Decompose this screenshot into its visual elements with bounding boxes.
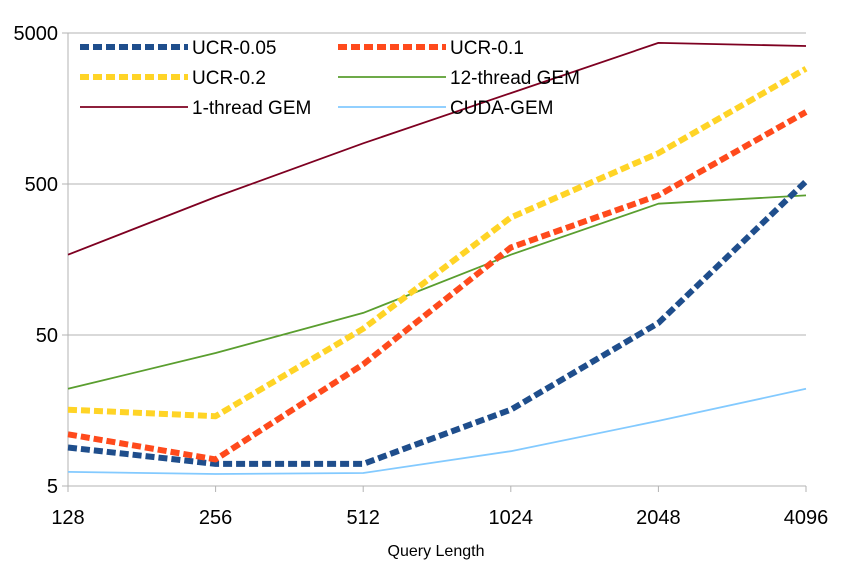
series-line-12-thread-gem xyxy=(67,194,807,390)
y-tick-label: 5 xyxy=(47,476,58,498)
gridlines xyxy=(68,32,806,487)
x-axis-title: Query Length xyxy=(388,543,485,560)
legend-label: 1-thread GEM xyxy=(192,98,311,119)
series-lines xyxy=(67,42,809,475)
legend-label: 12-thread GEM xyxy=(450,68,580,89)
x-tick-label: 1024 xyxy=(489,507,534,529)
axes: 5 50 500 5000 128 256 512 1024 2048 4096 xyxy=(14,23,829,529)
y-tick-label: 5000 xyxy=(14,23,59,45)
series-line-ucr-0-2 xyxy=(67,66,808,420)
x-tick-label: 4096 xyxy=(784,507,829,529)
legend-label: CUDA-GEM xyxy=(450,98,553,119)
legend-label: UCR-0.05 xyxy=(192,38,276,59)
x-tick-label: 512 xyxy=(347,507,380,529)
legend-label: UCR-0.2 xyxy=(192,68,266,89)
x-tick-label: 2048 xyxy=(636,507,681,529)
x-tick-label: 256 xyxy=(199,507,232,529)
x-tick-label: 128 xyxy=(51,507,84,529)
series-line-1-thread-gem xyxy=(67,42,807,256)
series-line-cuda-gem xyxy=(67,387,807,475)
series-line-ucr-0-05 xyxy=(67,179,809,467)
legend-label: UCR-0.1 xyxy=(450,38,524,59)
y-tick-label: 50 xyxy=(36,325,58,347)
y-tick-label: 500 xyxy=(25,174,58,196)
legend: UCR-0.05 UCR-0.1 UCR-0.2 12-thread GEM 1-thr… xyxy=(80,38,580,119)
series-line-ucr-0-1 xyxy=(67,109,808,463)
